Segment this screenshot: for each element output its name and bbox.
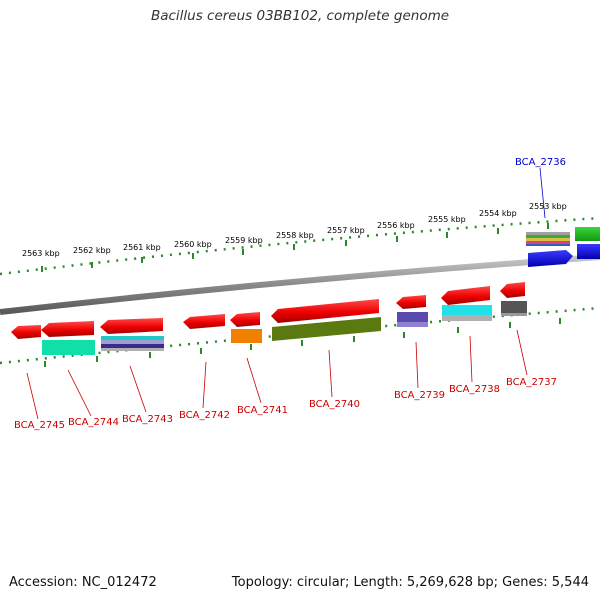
ruler-tick-label: 2556 kbp — [377, 221, 415, 230]
gene-BCA_2738[interactable] — [441, 286, 492, 321]
map-title: Bacillus cereus 03BB102, complete genome — [150, 8, 450, 24]
gene-BCA_2744[interactable] — [41, 321, 95, 355]
gene-label-BCA_2744: BCA_2744 — [68, 417, 119, 428]
gene-label-BCA_2737: BCA_2737 — [506, 377, 557, 388]
ruler-tick-label: 2553 kbp — [529, 202, 567, 211]
gene-label-BCA_2742: BCA_2742 — [179, 410, 230, 421]
genome-summary-text: Topology: circular; Length: 5,269,628 bp… — [231, 575, 589, 590]
gene-label-BCA_2743: BCA_2743 — [122, 414, 173, 425]
ruler-tick-label: 2563 kbp — [22, 249, 60, 258]
genome-backbone — [0, 254, 600, 315]
accession-text: Accession: NC_012472 — [9, 575, 157, 590]
gene-label-BCA_2739: BCA_2739 — [394, 390, 445, 401]
gene-BCA_2737[interactable] — [500, 282, 527, 316]
gene-label-BCA_2745: BCA_2745 — [14, 420, 65, 431]
gene-BCA_2739[interactable] — [396, 295, 428, 327]
ruler-tick-label: 2558 kbp — [276, 231, 314, 240]
ruler-tick-label: 2555 kbp — [428, 215, 466, 224]
gene-label-BCA_2740: BCA_2740 — [309, 399, 360, 410]
ruler-tick-label: 2557 kbp — [327, 226, 365, 235]
gene-forward-partial-green[interactable] — [575, 227, 600, 241]
ruler-tick-label: 2560 kbp — [174, 240, 212, 249]
gene-label-BCA_2738: BCA_2738 — [449, 384, 500, 395]
gene-forward-partial-blue[interactable] — [577, 244, 600, 259]
gene-BCA_2743[interactable] — [100, 318, 164, 351]
gene-labels: BCA_2736 BCA_2737 BCA_2738 BCA_2739 BCA_… — [14, 157, 566, 431]
outer-ruler-ticks — [41, 223, 549, 272]
gene-BCA_2745[interactable] — [11, 325, 41, 339]
ruler-tick-labels: 2553 kbp 2554 kbp 2555 kbp 2556 kbp 2557… — [22, 202, 567, 258]
inner-ruler-ticks — [44, 318, 561, 367]
gene-BCA_2742[interactable] — [183, 314, 225, 329]
ruler-tick-label: 2559 kbp — [225, 236, 263, 245]
gene-BCA_2736[interactable] — [526, 232, 573, 267]
ruler-tick-label: 2561 kbp — [123, 243, 161, 252]
gene-label-BCA_2736: BCA_2736 — [515, 157, 566, 168]
gene-label-BCA_2741: BCA_2741 — [237, 405, 288, 416]
gene-BCA_2740[interactable] — [271, 299, 381, 341]
ruler-tick-label: 2562 kbp — [73, 246, 111, 255]
label-leaders — [26, 167, 546, 420]
ruler-tick-label: 2554 kbp — [479, 209, 517, 218]
gene-BCA_2741[interactable] — [230, 312, 262, 343]
